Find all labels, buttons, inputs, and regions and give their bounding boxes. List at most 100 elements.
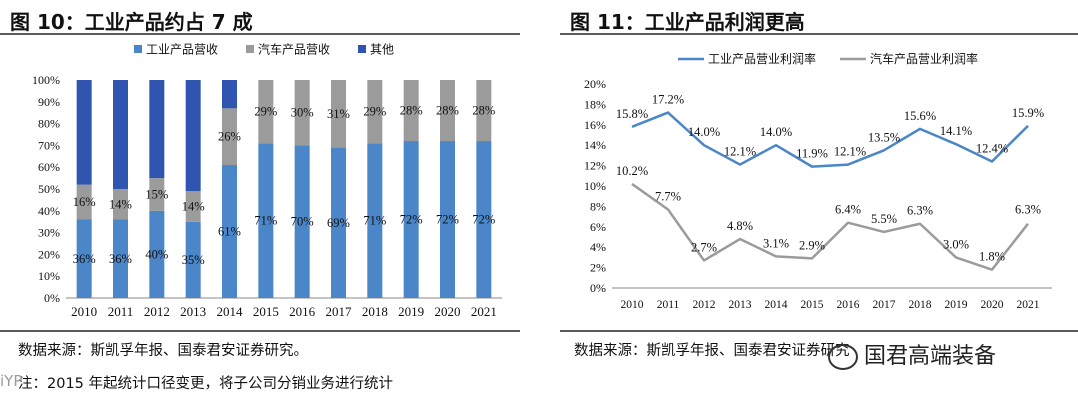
stacked-bar-chart: 工业产品营收 汽车产品营收 其他 0% 10% 20% 30% 40% 50% 60% 70% 80%… <box>32 42 502 319</box>
data-label: 30% <box>291 106 314 120</box>
title-rule <box>0 33 520 35</box>
data-label: 12.4% <box>976 142 1008 156</box>
bar-auto-2017 <box>331 80 346 148</box>
bar-industrial-2015 <box>258 143 274 298</box>
bar-industrial-2010 <box>76 219 92 298</box>
x-tick-label: 2012 <box>144 304 170 319</box>
y-tick-label: 30% <box>38 226 60 240</box>
bar-auto-2021 <box>476 80 492 142</box>
legend-swatch-3 <box>358 45 366 53</box>
x-tick-label: 2016 <box>289 304 316 319</box>
y-tick-label: 18% <box>584 97 606 111</box>
bar-auto-2011 <box>113 189 128 220</box>
data-label: 4.8% <box>727 219 753 233</box>
bar-industrial-2014 <box>222 165 237 298</box>
data-label: 28% <box>472 104 495 118</box>
x-tick-label: 2017 <box>873 299 896 311</box>
data-label: 36% <box>109 252 132 266</box>
bar-auto-2016 <box>294 80 310 146</box>
x-tick-label: 2011 <box>108 304 134 319</box>
bar-industrial-2016 <box>294 145 310 298</box>
x-tick-label: 2013 <box>180 304 206 319</box>
source-rule <box>560 330 1078 332</box>
x-tick-label: 2021 <box>1017 299 1040 311</box>
data-label: 71% <box>363 214 386 228</box>
x-tick-label: 2015 <box>801 299 824 311</box>
bar-industrial-2017 <box>331 147 346 298</box>
y-tick-label: 90% <box>38 95 60 109</box>
series-line-industrial <box>631 111 1029 168</box>
bar-other-2011 <box>113 80 128 189</box>
legend-label-1: 工业产品营收 <box>146 43 218 57</box>
y-tick-label: 20% <box>584 77 606 91</box>
x-tick-label: 2017 <box>326 304 353 319</box>
y-tick-label: 6% <box>590 220 606 234</box>
x-tick-label: 2010 <box>621 299 644 311</box>
series-line-auto <box>631 182 1029 271</box>
y-tick-label: 0% <box>44 291 60 305</box>
data-label: 6.3% <box>1015 203 1041 217</box>
figure-10-panel: 图 10：工业产品约占 7 成 工业产品营收 汽车产品营收 其他 0% 10% 20% 30… <box>0 0 520 400</box>
bar-industrial-2020 <box>440 141 455 298</box>
watermark-text: 国君高端装备 <box>864 344 997 369</box>
y-tick-label: 10% <box>38 269 60 283</box>
bar-auto-2015 <box>258 80 274 144</box>
figure-10-source: 数据来源：斯凯孚年报、国泰君安证券研究。 <box>18 343 308 359</box>
y-tick-label: 14% <box>584 138 606 152</box>
data-label: 61% <box>218 225 241 239</box>
data-label: 3.0% <box>943 237 969 251</box>
bar-auto-2014 <box>222 108 237 166</box>
data-label: 70% <box>291 215 314 229</box>
bar-auto-2010 <box>76 184 92 220</box>
legend-label-1: 工业产品营业利润率 <box>708 51 816 66</box>
data-label: 10.2% <box>616 164 648 178</box>
x-tick-label: 2013 <box>729 299 752 311</box>
data-label: 15.8% <box>616 107 648 121</box>
y-tick-label: 10% <box>584 179 606 193</box>
y-tick-label: 100% <box>32 73 60 87</box>
data-label: 14% <box>109 197 132 211</box>
y-tick-label: 40% <box>38 204 60 218</box>
data-label: 15.9% <box>1012 106 1044 120</box>
x-tick-label: 2015 <box>253 304 279 319</box>
line-chart: 工业产品营业利润率 汽车产品营业利润率 0% 2% 4% 6% 8% 10% 12% 14% 16%… <box>584 51 1052 311</box>
title-rule <box>560 33 1078 35</box>
data-label: 14.1% <box>940 124 972 138</box>
x-tick-label: 2011 <box>657 299 680 311</box>
legend-swatch-1 <box>134 45 142 53</box>
x-tick-label: 2016 <box>837 299 860 311</box>
data-label: 15.6% <box>904 109 936 123</box>
data-label: 14% <box>182 199 205 213</box>
bar-industrial-2019 <box>403 141 419 298</box>
bar-other-2012 <box>149 80 165 179</box>
figure-10-title: 图 10：工业产品约占 7 成 <box>10 10 253 34</box>
legend-swatch-2 <box>246 45 254 53</box>
y-tick-label: 50% <box>38 182 60 196</box>
legend-label-2: 汽车产品营业利润率 <box>870 51 978 66</box>
data-label: 72% <box>472 213 495 227</box>
x-tick-label: 2021 <box>471 304 497 319</box>
legend-label-3: 其他 <box>370 43 394 57</box>
bar-other-2010 <box>76 80 92 185</box>
x-tick-label: 2018 <box>909 299 932 311</box>
y-tick-label: 8% <box>590 199 606 213</box>
data-label: 14.0% <box>688 125 720 139</box>
y-tick-label: 2% <box>590 261 606 275</box>
bar-auto-2019 <box>403 80 419 142</box>
wechat-icon <box>828 344 858 370</box>
legend-label-2: 汽车产品营收 <box>258 42 330 57</box>
x-tick-label: 2014 <box>765 299 788 311</box>
x-tick-label: 2012 <box>693 299 716 311</box>
data-label: 13.5% <box>868 130 900 144</box>
data-label: 36% <box>73 252 96 266</box>
figure-11-panel: 图 11：工业产品利润更高 工业产品营业利润率 汽车产品营业利润率 0% 2% 4% 6%… <box>560 0 1078 400</box>
data-label: 72% <box>436 213 459 227</box>
y-tick-label: 16% <box>584 118 606 132</box>
y-tick-label: 80% <box>38 117 60 131</box>
y-tick-label: 4% <box>590 240 606 254</box>
data-label: 1.8% <box>979 250 1005 264</box>
x-tick-label: 2010 <box>71 304 97 319</box>
data-label: 12.1% <box>834 145 866 159</box>
x-tick-label: 2020 <box>435 304 461 319</box>
bar-industrial-2018 <box>367 143 383 298</box>
